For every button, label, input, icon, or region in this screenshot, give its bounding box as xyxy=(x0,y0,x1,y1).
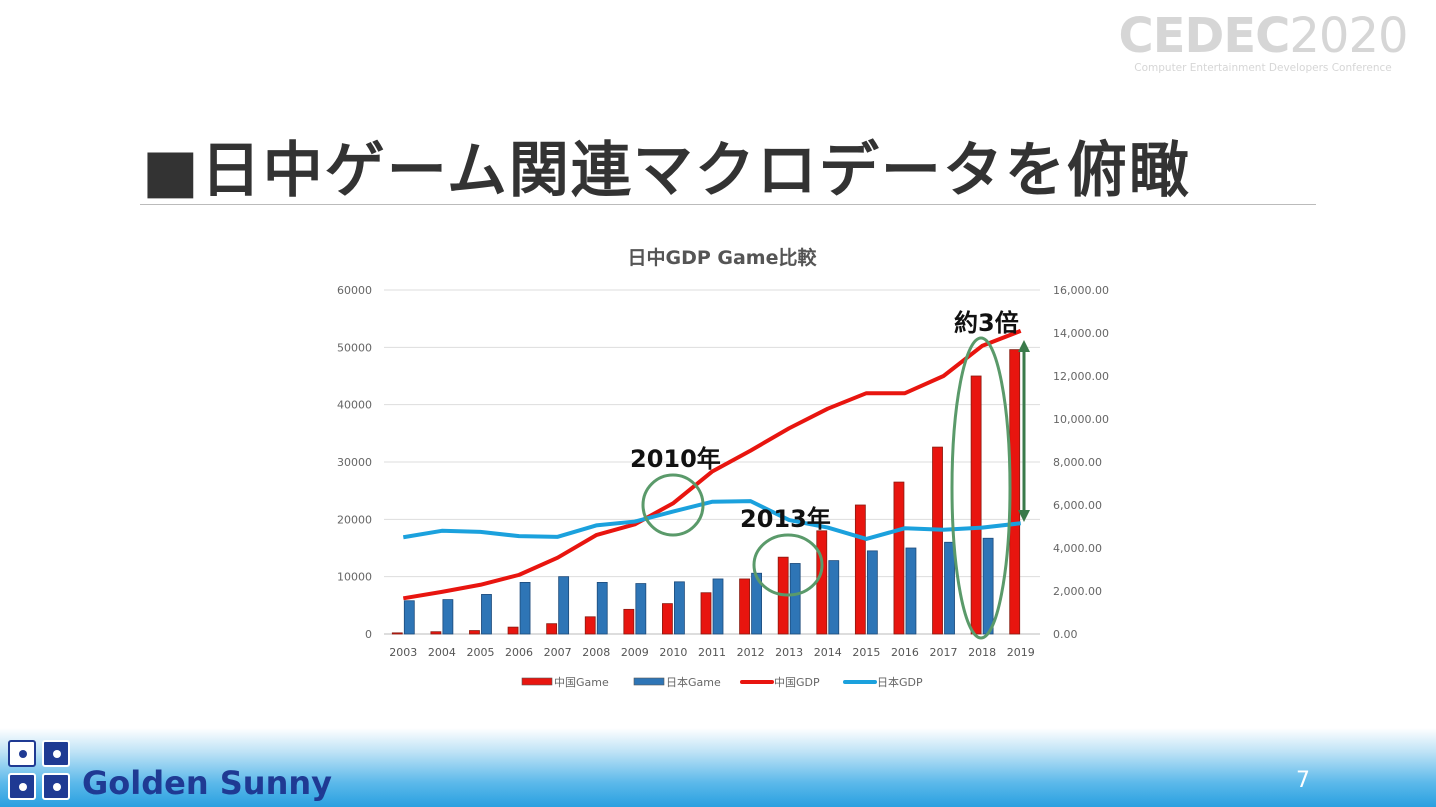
bar-中国Game xyxy=(584,616,596,635)
y-right-tick-label: 16,000.00 xyxy=(1053,284,1109,297)
bar-中国Game xyxy=(391,632,403,635)
bar-日本Game xyxy=(789,563,801,635)
x-tick-label: 2011 xyxy=(698,646,726,659)
ellipse-2018 xyxy=(950,336,1012,640)
circle-2010 xyxy=(641,473,705,537)
x-tick-label: 2004 xyxy=(428,646,456,659)
cedec-logo-subtitle: Computer Entertainment Developers Confer… xyxy=(1134,62,1392,74)
annotation-ratio: 約3倍 xyxy=(954,309,1019,337)
bar-中国Game xyxy=(507,626,519,635)
x-tick-label: 2019 xyxy=(1007,646,1035,659)
bar-日本Game xyxy=(712,578,724,635)
annotation-2010: 2010年 xyxy=(630,445,721,473)
y-right-tick-label: 8,000.00 xyxy=(1053,456,1102,469)
bar-中国Game xyxy=(700,592,712,635)
bar-中国Game xyxy=(623,608,635,635)
legend-label: 中国GDP xyxy=(774,676,820,689)
y-right-tick-label: 12,000.00 xyxy=(1053,370,1109,383)
y-left-tick-label: 30000 xyxy=(337,456,372,469)
legend-swatch xyxy=(521,677,553,686)
bar-日本Game xyxy=(635,583,647,635)
bar-中国Game xyxy=(739,578,750,635)
y-right-tick-label: 2,000.00 xyxy=(1053,585,1102,598)
x-tick-label: 2009 xyxy=(621,646,649,659)
legend-swatch xyxy=(633,677,665,686)
line-日本GDP xyxy=(402,499,1021,541)
y-left-tick-label: 10000 xyxy=(337,571,372,584)
x-tick-label: 2012 xyxy=(737,646,765,659)
bar-中国Game xyxy=(970,375,982,635)
x-tick-label: 2013 xyxy=(775,646,803,659)
x-tick-label: 2003 xyxy=(389,646,417,659)
legend-label: 日本Game xyxy=(666,675,721,689)
y-left-tick-label: 60000 xyxy=(337,284,372,297)
ratio-arrow-down-icon xyxy=(1018,510,1030,522)
y-right-tick-label: 14,000.00 xyxy=(1053,327,1109,340)
bar-日本Game xyxy=(558,576,570,635)
bar-日本Game xyxy=(481,594,492,635)
bar-日本Game xyxy=(403,600,415,635)
bar-中国Game xyxy=(932,446,943,635)
bar-中国Game xyxy=(816,530,828,635)
cedec-logo-year: 2020 xyxy=(1289,8,1408,64)
bar-日本Game xyxy=(442,599,454,635)
bar-日本Game xyxy=(866,550,878,635)
y-right-tick-label: 4,000.00 xyxy=(1053,542,1102,555)
bar-中国Game xyxy=(893,481,905,635)
x-tick-label: 2017 xyxy=(930,646,958,659)
company-name: Golden Sunny xyxy=(82,764,332,802)
x-tick-label: 2014 xyxy=(814,646,842,659)
x-tick-label: 2018 xyxy=(968,646,996,659)
annotation-2013: 2013年 xyxy=(740,505,831,533)
x-tick-label: 2006 xyxy=(505,646,533,659)
y-right-tick-label: 6,000.00 xyxy=(1053,499,1102,512)
bar-中国Game xyxy=(546,623,558,635)
line-中国GDP xyxy=(402,328,1022,601)
ratio-arrow-up-icon xyxy=(1018,340,1030,352)
y-right-tick-label: 10,000.00 xyxy=(1053,413,1109,426)
bar-日本Game xyxy=(982,537,994,635)
chart-title: 日中GDP Game比較 xyxy=(627,246,817,269)
x-tick-label: 2008 xyxy=(582,646,610,659)
x-tick-label: 2010 xyxy=(659,646,687,659)
y-right-tick-label: 0.00 xyxy=(1053,628,1078,641)
bar-中国Game xyxy=(662,603,673,635)
bar-中国Game xyxy=(854,504,866,635)
bar-中国Game xyxy=(469,630,480,635)
bar-中国Game xyxy=(430,631,442,635)
bar-日本Game xyxy=(674,581,685,635)
x-tick-label: 2015 xyxy=(852,646,880,659)
x-tick-label: 2016 xyxy=(891,646,919,659)
footer-band xyxy=(0,728,1436,807)
y-left-tick-label: 0 xyxy=(365,628,372,641)
cedec-logo: CEDEC2020 Computer Entertainment Develop… xyxy=(1118,10,1408,74)
bar-日本Game xyxy=(905,547,917,635)
golden-sunny-logo-icon xyxy=(8,740,74,802)
title-divider xyxy=(140,204,1316,205)
bar-日本Game xyxy=(828,560,840,635)
y-left-tick-label: 50000 xyxy=(337,341,372,354)
slide-title: ■日中ゲーム関連マクロデータを俯瞰 xyxy=(142,136,1191,206)
y-left-tick-label: 40000 xyxy=(337,399,372,412)
legend-label: 中国Game xyxy=(554,676,609,689)
bar-日本Game xyxy=(519,582,531,635)
x-tick-label: 2005 xyxy=(466,646,494,659)
bar-日本Game xyxy=(944,541,955,635)
circle-2013 xyxy=(752,533,824,597)
y-left-tick-label: 20000 xyxy=(337,513,372,526)
cedec-logo-main: CEDEC xyxy=(1118,8,1290,64)
x-tick-label: 2007 xyxy=(544,646,572,659)
legend-label: 日本GDP xyxy=(877,675,923,689)
bar-日本Game xyxy=(596,582,608,635)
page-number: 7 xyxy=(1296,768,1310,793)
